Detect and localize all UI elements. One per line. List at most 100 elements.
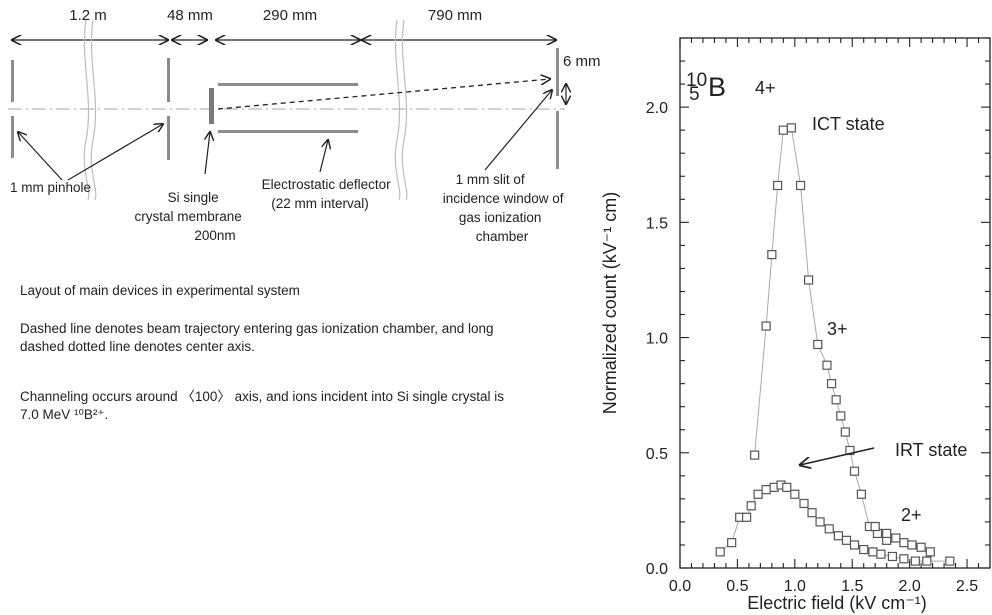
data-point — [782, 482, 792, 492]
gap-label: 6 mm — [563, 53, 601, 70]
si-crystal-label: Si single crystal membrane 200nm — [134, 190, 245, 243]
dimension-label-1: 1.2 m — [69, 7, 107, 24]
data-point — [899, 554, 909, 564]
break-mark — [83, 19, 97, 201]
note-layout: Layout of main devices in experimental s… — [20, 283, 300, 298]
si-pointer — [205, 132, 210, 175]
annotation-2plus: 2+ — [901, 505, 922, 525]
y-axis: 0.0 0.5 1.0 1.5 2.0 — [646, 37, 990, 578]
data-point — [795, 180, 806, 191]
pinhole-plate — [11, 116, 14, 158]
deflector-pointer — [319, 140, 328, 173]
chart: 0.0 0.5 1.0 1.5 2.0 2.5 0.00.51.01.52.0 10 5 … — [600, 37, 991, 613]
data-point — [910, 556, 920, 566]
data-point — [833, 531, 844, 541]
data-point — [922, 556, 932, 566]
data-point — [831, 395, 841, 405]
data-point — [727, 538, 737, 548]
y-tick-label: 0.0 — [646, 561, 668, 578]
x-tick-label: 2.0 — [899, 578, 921, 595]
data-point — [916, 542, 926, 552]
x-tick-label: 1.0 — [784, 578, 806, 595]
data-point — [849, 540, 860, 550]
y-tick-label: 0.5 — [646, 446, 668, 463]
isotope-atomic: 5 — [689, 84, 700, 105]
data-point — [799, 498, 809, 509]
data-point — [856, 489, 867, 499]
pinhole-pointer — [18, 132, 63, 181]
data-point — [899, 538, 909, 548]
beam-trajectory — [217, 79, 550, 110]
x-tick-label: 0.5 — [726, 578, 748, 595]
pinhole-plate — [167, 116, 170, 160]
y-tick-label: 2.0 — [646, 100, 668, 117]
data-point — [741, 512, 752, 522]
data-point — [753, 489, 763, 499]
data-point — [870, 521, 880, 532]
dimension-label-2: 48 mm — [167, 7, 213, 24]
si-crystal-membrane — [209, 88, 214, 124]
deflector-plate — [218, 130, 358, 133]
slit-pointer — [484, 90, 552, 171]
data-point — [767, 250, 777, 260]
data-point — [925, 547, 935, 557]
data-point — [746, 501, 756, 511]
annotation-ict-state: ICT state — [812, 114, 885, 134]
dimension-label-3: 290 mm — [263, 7, 317, 24]
data-point — [836, 411, 846, 421]
pinhole-pointer — [67, 124, 163, 181]
data-point — [945, 556, 955, 566]
x-axis-label: Electric field (kV cm⁻¹) — [747, 593, 927, 613]
data-point — [803, 275, 814, 285]
dimension-label-4: 790 mm — [428, 7, 482, 24]
y-tick-label: 1.0 — [646, 331, 668, 348]
y-tick-label: 1.5 — [646, 215, 668, 232]
note-dashed-line: Dashed line denotes beam trajectory ente… — [20, 321, 494, 354]
data-point — [876, 549, 886, 559]
irt-pointer-arrow — [800, 447, 875, 465]
data-point — [822, 360, 832, 370]
pinhole-label: 1 mm pinhole — [10, 180, 91, 195]
pinhole-plate — [11, 60, 14, 102]
isotope-mass: 10 — [686, 70, 707, 91]
data-point — [845, 445, 855, 456]
data-point — [826, 379, 837, 389]
data-point — [772, 180, 783, 191]
slit-plate — [556, 48, 559, 96]
data-point — [859, 544, 869, 555]
slit-plate — [556, 111, 559, 169]
annotation-4plus: 4+ — [755, 78, 776, 98]
data-point — [715, 547, 725, 557]
data-point — [761, 321, 771, 331]
data-point — [882, 528, 892, 539]
slit-label: 1 mm slit of incidence window of gas ion… — [443, 172, 568, 244]
data-point — [849, 466, 860, 476]
deflector-label: Electrostatic deflector (22 mm interval) — [262, 177, 395, 211]
break-mark — [394, 19, 408, 201]
data-point — [750, 450, 760, 460]
x-tick-label: 2.5 — [956, 578, 978, 595]
data-point — [841, 535, 852, 545]
x-axis: 0.0 0.5 1.0 1.5 2.0 2.5 — [669, 38, 991, 595]
data-point — [813, 339, 823, 350]
data-point — [824, 524, 834, 534]
data-point — [907, 540, 917, 550]
pinhole-plate — [167, 58, 170, 102]
data-point — [891, 533, 901, 543]
data-point — [887, 551, 898, 562]
data-point — [840, 427, 850, 437]
data-point — [807, 508, 817, 518]
layout-diagram: 1.2 m 48 mm 290 mm 790 mm — [8, 7, 601, 244]
series-markers — [715, 123, 955, 566]
annotation-3plus: 3+ — [827, 319, 848, 339]
x-tick-label: 1.5 — [841, 578, 863, 595]
data-point — [868, 547, 878, 557]
data-point — [778, 125, 788, 135]
plot-area — [679, 37, 991, 569]
note-channeling: Channeling occurs around 〈100〉 axis, and… — [20, 389, 505, 422]
data-point — [790, 489, 800, 499]
data-point — [815, 517, 825, 527]
isotope-symbol: B — [708, 72, 726, 102]
data-point — [761, 485, 771, 495]
data-point — [786, 123, 796, 133]
